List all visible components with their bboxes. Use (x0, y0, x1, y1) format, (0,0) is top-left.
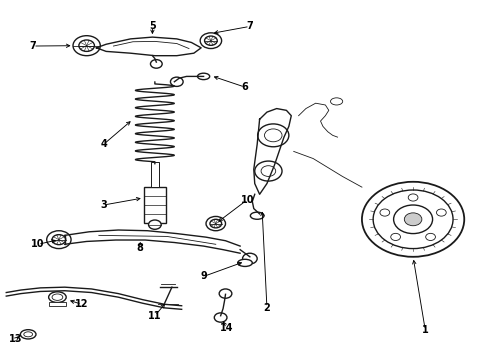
Circle shape (393, 205, 433, 234)
Text: 8: 8 (137, 243, 144, 253)
Circle shape (380, 209, 390, 216)
Bar (151, 162, 159, 186)
Text: 7: 7 (30, 41, 36, 51)
Ellipse shape (238, 259, 252, 266)
Text: 13: 13 (9, 334, 23, 344)
Text: 14: 14 (220, 323, 233, 333)
Circle shape (391, 233, 400, 240)
Ellipse shape (24, 332, 32, 337)
Text: 1: 1 (422, 325, 429, 335)
Bar (49, 302, 66, 306)
Text: 3: 3 (100, 200, 107, 210)
Text: 12: 12 (75, 299, 89, 309)
Circle shape (426, 233, 436, 240)
Ellipse shape (197, 73, 210, 80)
Circle shape (408, 194, 418, 201)
Text: 10: 10 (31, 239, 45, 249)
Circle shape (255, 161, 282, 181)
Circle shape (219, 289, 232, 298)
Circle shape (373, 190, 453, 249)
Circle shape (265, 129, 282, 142)
Text: 7: 7 (246, 21, 253, 31)
Circle shape (171, 77, 183, 86)
Circle shape (437, 209, 446, 216)
Text: 6: 6 (242, 82, 248, 92)
Circle shape (243, 253, 257, 264)
Ellipse shape (331, 98, 343, 105)
Circle shape (148, 220, 161, 229)
Ellipse shape (52, 294, 63, 300)
Text: 2: 2 (264, 302, 270, 312)
Text: 10: 10 (241, 195, 254, 204)
Circle shape (261, 166, 276, 176)
Text: 4: 4 (100, 139, 107, 149)
Circle shape (258, 124, 289, 147)
Circle shape (214, 313, 227, 322)
Circle shape (404, 213, 422, 226)
Text: 5: 5 (149, 21, 156, 31)
Text: 9: 9 (200, 271, 207, 282)
Bar (144, 186, 166, 223)
Text: 11: 11 (148, 311, 162, 321)
Circle shape (150, 60, 162, 68)
Ellipse shape (49, 292, 66, 302)
Ellipse shape (250, 212, 264, 219)
Circle shape (362, 182, 464, 257)
Ellipse shape (21, 330, 36, 339)
